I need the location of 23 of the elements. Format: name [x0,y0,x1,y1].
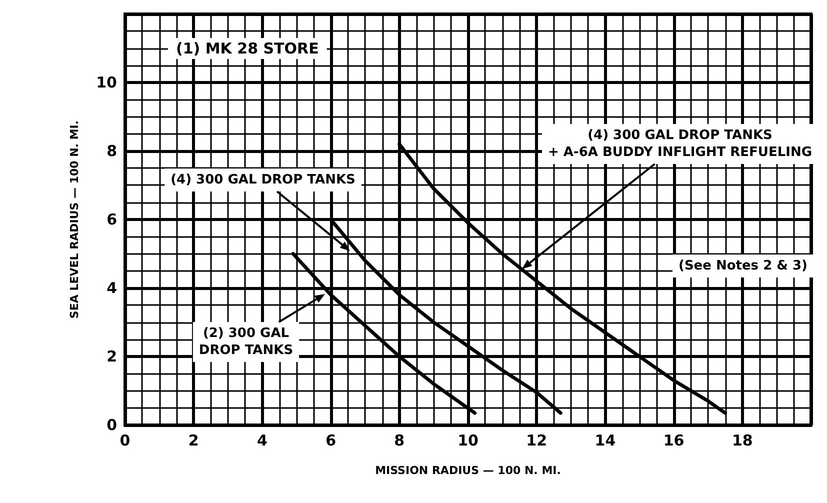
y-axis-title: SEA LEVEL RADIUS — 100 N. MI. [68,120,81,319]
y-tick-label: 4 [106,279,117,297]
text: (1) MK 28 STORE [176,40,319,58]
x-axis-title: MISSION RADIUS — 100 N. MI. [375,464,561,477]
y-tick-label: 10 [96,74,117,92]
x-tick-label: 0 [120,432,130,450]
x-tick-label: 6 [326,432,336,450]
x-tick-label: 18 [732,432,753,450]
y-tick-label: 8 [106,142,117,160]
x-tick-label: 4 [256,432,268,450]
annotation: (4) 300 GAL DROP TANKS [170,172,356,188]
x-tick-label: 2 [188,432,199,450]
y-tick-label: 0 [106,416,117,434]
y-tick-label: 6 [106,210,117,228]
x-tick-label: 16 [663,432,684,450]
annotation: (4) 300 GAL DROP TANKS + A-6A BUDDY INFLIGHT REFUELING [548,128,812,160]
x-tick-label: 10 [458,432,478,450]
annotation: (See Notes 2 & 3) [678,258,808,274]
x-tick-label: 14 [594,432,616,450]
x-tick-label: 8 [394,432,405,450]
annotation: (2) 300 GAL DROP TANKS [198,326,294,358]
y-tick-label: 2 [106,348,117,366]
x-tick-label: 12 [526,432,548,450]
